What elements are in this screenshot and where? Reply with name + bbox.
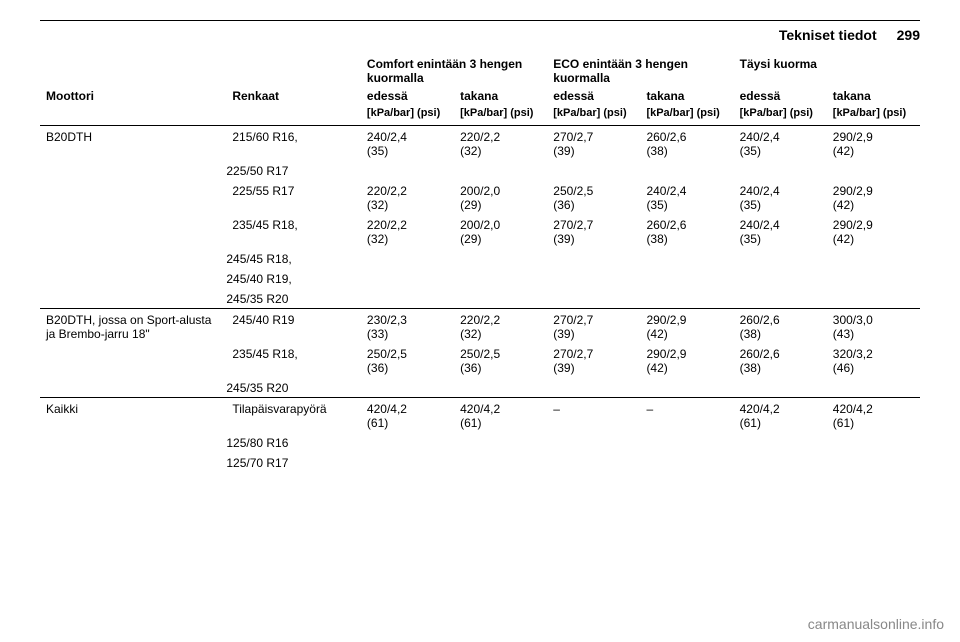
col-eco: ECO enintään 3 hengen kuormalla	[547, 53, 733, 87]
value-cell: 420/4,2(61)	[827, 398, 920, 432]
col-rear: takana	[827, 87, 920, 105]
value-cell: 250/2,5(36)	[361, 343, 454, 377]
col-rear: takana	[640, 87, 733, 105]
col-unit: [kPa/bar] (psi)	[454, 105, 547, 126]
engine-cell: B20DTH	[40, 126, 226, 160]
col-unit: [kPa/bar] (psi)	[547, 105, 640, 126]
value-cell: 250/2,5(36)	[454, 343, 547, 377]
value-cell: 260/2,6(38)	[734, 343, 827, 377]
col-front: edessä	[734, 87, 827, 105]
value-cell: 240/2,4(35)	[361, 126, 454, 160]
tire-cell: 245/40 R19,	[226, 268, 361, 288]
value-cell: 290/2,9(42)	[640, 343, 733, 377]
table-row: 125/80 R16	[40, 432, 920, 452]
tire-cell: 245/35 R20	[226, 377, 361, 398]
value-cell: 300/3,0(43)	[827, 309, 920, 343]
col-front: edessä	[547, 87, 640, 105]
table-row: B20DTH215/60 R16,240/2,4(35)220/2,2(32)2…	[40, 126, 920, 160]
col-front: edessä	[361, 87, 454, 105]
col-tires: Renkaat	[226, 87, 361, 105]
value-cell: 270/2,7(39)	[547, 214, 640, 248]
tire-cell: 235/45 R18,	[226, 343, 361, 377]
value-cell: 270/2,7(39)	[547, 309, 640, 343]
col-rear: takana	[454, 87, 547, 105]
value-cell: 220/2,2(32)	[454, 309, 547, 343]
tire-cell: 245/35 R20	[226, 288, 361, 309]
table-row: 225/50 R17	[40, 160, 920, 180]
value-cell: 270/2,7(39)	[547, 126, 640, 160]
tire-cell: 125/70 R17	[226, 452, 361, 472]
value-cell: 220/2,2(32)	[454, 126, 547, 160]
col-unit: [kPa/bar] (psi)	[827, 105, 920, 126]
value-cell: 270/2,7(39)	[547, 343, 640, 377]
value-cell: 290/2,9(42)	[640, 309, 733, 343]
table-row: 245/35 R20	[40, 288, 920, 309]
table-row: 235/45 R18,220/2,2(32)200/2,0(29)270/2,7…	[40, 214, 920, 248]
value-cell: 240/2,4(35)	[734, 180, 827, 214]
col-engine: Moottori	[40, 87, 226, 105]
value-cell: 290/2,9(42)	[827, 126, 920, 160]
table-row: 125/70 R17	[40, 452, 920, 472]
section-title: Tekniset tiedot	[779, 27, 877, 43]
engine-cell: B20DTH, jossa on Sport-alusta ja Brembo-…	[40, 309, 226, 343]
engine-cell	[40, 180, 226, 214]
col-unit: [kPa/bar] (psi)	[734, 105, 827, 126]
page-number: 299	[897, 27, 920, 43]
table-row: 245/45 R18,	[40, 248, 920, 268]
value-cell: 240/2,4(35)	[640, 180, 733, 214]
col-unit: [kPa/bar] (psi)	[361, 105, 454, 126]
table-row: 245/35 R20	[40, 377, 920, 398]
tire-cell: Tilapäisvarapyörä	[226, 398, 361, 432]
value-cell: 290/2,9(42)	[827, 180, 920, 214]
watermark: carmanualsonline.info	[808, 616, 944, 632]
engine-cell	[40, 343, 226, 377]
tire-cell: 125/80 R16	[226, 432, 361, 452]
table-row: KaikkiTilapäisvarapyörä420/4,2(61)420/4,…	[40, 398, 920, 432]
value-cell: 320/3,2(46)	[827, 343, 920, 377]
tire-cell: 235/45 R18,	[226, 214, 361, 248]
value-cell: 220/2,2(32)	[361, 214, 454, 248]
value-cell: 250/2,5(36)	[547, 180, 640, 214]
value-cell: 200/2,0(29)	[454, 180, 547, 214]
col-comfort: Comfort enintään 3 hengen kuormalla	[361, 53, 547, 87]
value-cell: 260/2,6(38)	[640, 214, 733, 248]
value-cell: 420/4,2(61)	[454, 398, 547, 432]
value-cell: –	[640, 398, 733, 432]
value-cell: 420/4,2(61)	[734, 398, 827, 432]
value-cell: 230/2,3(33)	[361, 309, 454, 343]
value-cell: 220/2,2(32)	[361, 180, 454, 214]
tire-cell: 225/50 R17	[226, 160, 361, 180]
value-cell: 240/2,4(35)	[734, 126, 827, 160]
tire-cell: 245/45 R18,	[226, 248, 361, 268]
value-cell: 420/4,2(61)	[361, 398, 454, 432]
table-row: B20DTH, jossa on Sport-alusta ja Brembo-…	[40, 309, 920, 343]
table-row: 225/55 R17220/2,2(32)200/2,0(29)250/2,5(…	[40, 180, 920, 214]
col-unit: [kPa/bar] (psi)	[640, 105, 733, 126]
engine-cell	[40, 214, 226, 248]
value-cell: 240/2,4(35)	[734, 214, 827, 248]
tire-pressure-table: Comfort enintään 3 hengen kuormalla ECO …	[40, 53, 920, 472]
tire-cell: 225/55 R17	[226, 180, 361, 214]
value-cell: 260/2,6(38)	[734, 309, 827, 343]
engine-cell: Kaikki	[40, 398, 226, 432]
tire-cell: 215/60 R16,	[226, 126, 361, 160]
value-cell: 290/2,9(42)	[827, 214, 920, 248]
value-cell: 200/2,0(29)	[454, 214, 547, 248]
table-row: 235/45 R18,250/2,5(36)250/2,5(36)270/2,7…	[40, 343, 920, 377]
col-full: Täysi kuorma	[734, 53, 920, 87]
value-cell: 260/2,6(38)	[640, 126, 733, 160]
value-cell: –	[547, 398, 640, 432]
tire-cell: 245/40 R19	[226, 309, 361, 343]
table-row: 245/40 R19,	[40, 268, 920, 288]
